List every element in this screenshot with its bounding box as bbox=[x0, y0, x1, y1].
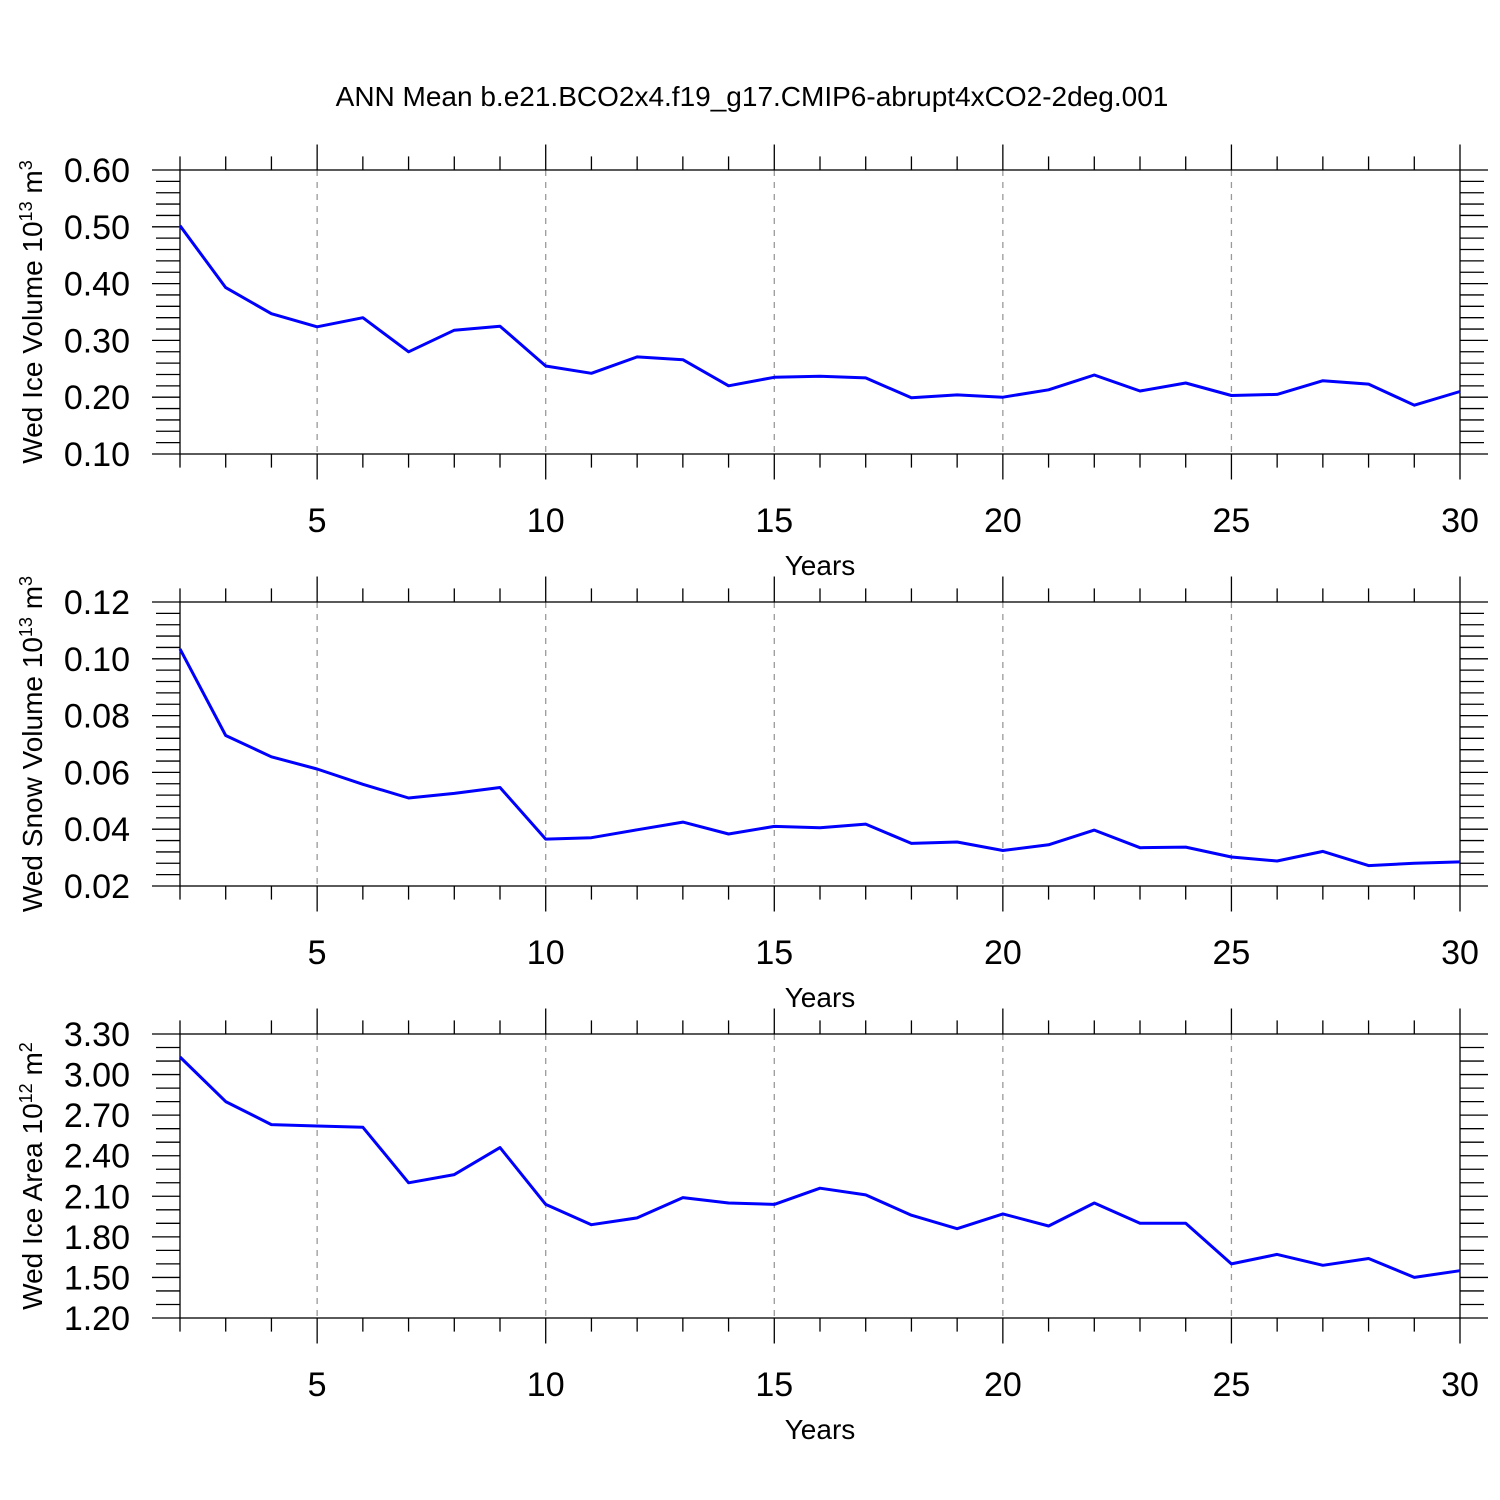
y-tick-label: 2.70 bbox=[64, 1097, 130, 1135]
x-tick-label: 5 bbox=[308, 1366, 327, 1404]
x-axis-title: Years bbox=[785, 550, 856, 581]
y-tick-label: 0.06 bbox=[64, 754, 130, 792]
x-tick-label: 30 bbox=[1441, 1366, 1479, 1404]
y-tick-label: 2.10 bbox=[64, 1178, 130, 1216]
y-tick-label: 0.04 bbox=[64, 811, 130, 849]
x-tick-label: 30 bbox=[1441, 502, 1479, 540]
x-tick-label: 25 bbox=[1213, 934, 1251, 972]
y-tick-label: 0.12 bbox=[64, 584, 130, 622]
panel-snow-volume: 5 10 15 20 25 30 0.02 0.04 0.06 0.08 0.10 0.12 Year… bbox=[16, 576, 1488, 1013]
x-tick-label: 15 bbox=[755, 502, 793, 540]
snow-volume-series-line bbox=[178, 648, 1461, 868]
x-tick-label: 20 bbox=[984, 502, 1022, 540]
x-tick-label: 20 bbox=[984, 934, 1022, 972]
y-tick-label: 1.20 bbox=[64, 1300, 130, 1338]
y-axis-title: Wed Snow Volume 1013 m3 bbox=[16, 576, 48, 912]
x-tick-label: 20 bbox=[984, 1366, 1022, 1404]
y-tick-label: 1.80 bbox=[64, 1219, 130, 1257]
y-tick-label: 0.10 bbox=[64, 641, 130, 679]
panel-ice-volume: 5 10 15 20 25 30 0.10 0.20 0.30 0.40 0.50 0.60 Year… bbox=[16, 144, 1488, 581]
figure-title: ANN Mean b.e21.BCO2x4.f19_g17.CMIP6-abru… bbox=[336, 81, 1169, 112]
y-tick-label: 2.40 bbox=[64, 1138, 130, 1176]
y-tick-label: 0.02 bbox=[64, 868, 130, 906]
x-tick-label: 5 bbox=[308, 502, 327, 540]
x-tick-label: 5 bbox=[308, 934, 327, 972]
x-tick-label: 30 bbox=[1441, 934, 1479, 972]
y-tick-label: 0.30 bbox=[64, 322, 130, 360]
y-tick-label: 1.50 bbox=[64, 1259, 130, 1297]
panel-ice-area: 5 10 15 20 25 30 1.201.501.802.102.402.703.003… bbox=[16, 1008, 1488, 1445]
y-tick-label: 0.08 bbox=[64, 698, 130, 736]
y-tick-label: 3.00 bbox=[64, 1057, 130, 1095]
y-tick-label: 0.50 bbox=[64, 209, 130, 247]
x-tick-label: 25 bbox=[1213, 502, 1251, 540]
x-tick-label: 10 bbox=[527, 934, 565, 972]
plot-frame bbox=[179, 601, 1461, 887]
y-axis-title: Wed Ice Volume 1013 m3 bbox=[16, 160, 48, 463]
x-tick-label: 25 bbox=[1213, 1366, 1251, 1404]
y-tick-label: 0.20 bbox=[64, 379, 130, 417]
ice-volume-series-line bbox=[178, 224, 1461, 407]
y-axis-title: Wed Ice Area 1012 m2 bbox=[16, 1042, 48, 1310]
y-tick-label: 0.40 bbox=[64, 266, 130, 304]
ice-area-series-line bbox=[178, 1055, 1461, 1279]
x-axis-title: Years bbox=[785, 982, 856, 1013]
x-tick-label: 15 bbox=[755, 1366, 793, 1404]
y-tick-label: 3.30 bbox=[64, 1016, 130, 1054]
y-tick-label: 0.60 bbox=[64, 152, 130, 190]
x-tick-label: 15 bbox=[755, 934, 793, 972]
x-tick-label: 10 bbox=[527, 502, 565, 540]
plot-frame bbox=[179, 169, 1461, 455]
x-tick-label: 10 bbox=[527, 1366, 565, 1404]
y-tick-label: 0.10 bbox=[64, 436, 130, 474]
plot-frame bbox=[179, 1033, 1461, 1319]
x-axis-title: Years bbox=[785, 1414, 856, 1445]
